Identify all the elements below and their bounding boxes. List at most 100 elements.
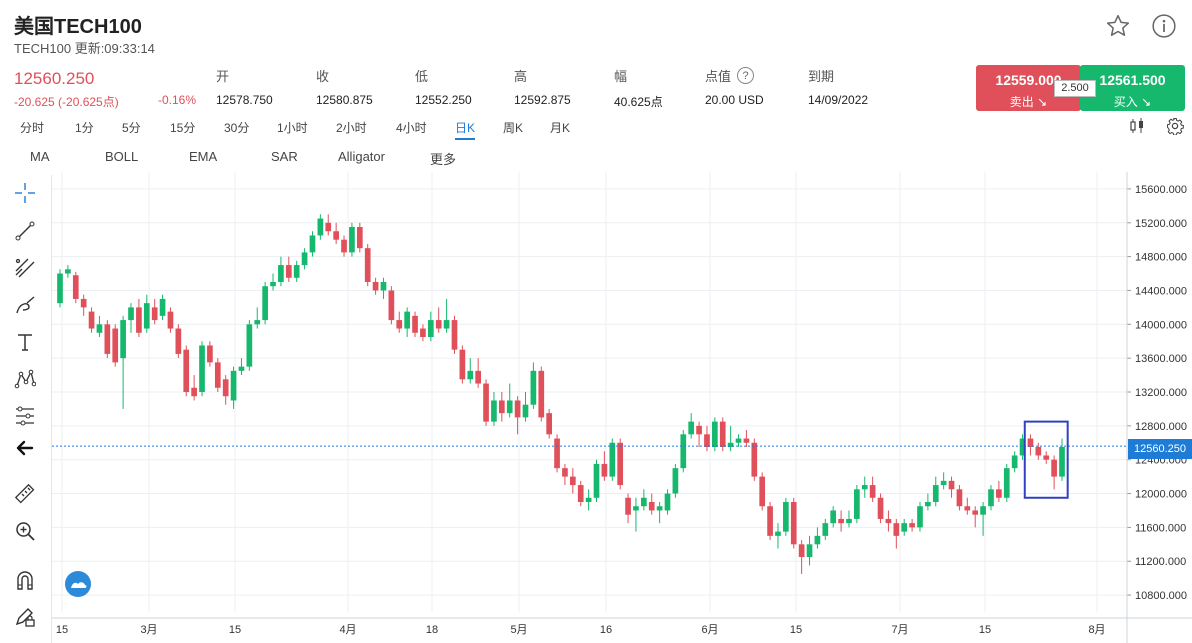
candlestick-chart[interactable]: 15600.000 15200.000 14800.000 14400.000 1400… xyxy=(52,172,1192,643)
y-tick-label: 11200.000 xyxy=(1135,556,1186,568)
tf-4h[interactable]: 4小时 xyxy=(396,121,427,135)
tf-daily[interactable]: 日K xyxy=(455,121,476,140)
candle-body xyxy=(112,328,119,363)
candle-body xyxy=(917,506,923,528)
candle-body xyxy=(317,218,324,236)
watermark-logo-icon xyxy=(65,571,91,597)
candle-body xyxy=(585,497,592,502)
candle-body xyxy=(822,523,829,536)
trend-line-icon[interactable] xyxy=(10,216,40,246)
candle-body xyxy=(65,269,71,274)
candle-type-icon[interactable] xyxy=(1128,117,1146,140)
candle-body xyxy=(388,290,395,321)
candle-body xyxy=(427,320,434,337)
candle-body xyxy=(396,320,403,329)
indicator-boll[interactable]: BOLL xyxy=(105,149,139,164)
x-tick-label: 8月 xyxy=(1088,624,1105,636)
x-tick-label: 18 xyxy=(426,624,438,636)
spread-value: 2.500 xyxy=(1054,80,1096,97)
candle-body xyxy=(214,362,221,388)
y-tick-label: 12800.000 xyxy=(1135,421,1187,433)
x-tick-label: 3月 xyxy=(140,624,157,636)
tf-weekly[interactable]: 周K xyxy=(503,121,524,135)
pattern-icon[interactable] xyxy=(10,364,40,394)
star-icon[interactable] xyxy=(1104,12,1132,40)
candle-body xyxy=(459,349,466,380)
price-change-percent: -0.16% xyxy=(158,93,197,107)
candle-body xyxy=(183,349,190,392)
candle-body xyxy=(972,510,979,515)
chart-canvas[interactable]: 15600.000 15200.000 14800.000 14400.000 1400… xyxy=(52,172,1192,643)
tf-5m[interactable]: 5分 xyxy=(122,121,141,135)
candle-body xyxy=(349,227,355,253)
candle-body xyxy=(301,252,308,266)
help-icon[interactable]: ? xyxy=(737,67,755,84)
candle-body xyxy=(1043,455,1050,460)
crosshair-icon[interactable] xyxy=(10,178,40,208)
ruler-icon[interactable] xyxy=(10,479,40,509)
candle-body xyxy=(909,523,915,528)
candle-body xyxy=(128,307,134,321)
tf-2h[interactable]: 2小时 xyxy=(336,121,367,135)
candle-body xyxy=(925,502,931,507)
candle-body xyxy=(562,468,568,477)
tf-1h[interactable]: 1小时 xyxy=(277,121,308,135)
candle-body xyxy=(806,544,813,557)
candle-body xyxy=(254,320,261,325)
indicator-ma[interactable]: MA xyxy=(30,149,50,164)
candle-body xyxy=(88,311,95,329)
candle-body xyxy=(325,222,332,232)
indicator-sar[interactable]: SAR xyxy=(271,149,298,164)
candle-body xyxy=(893,523,900,536)
stat-low: 低 12552.250 xyxy=(415,69,472,107)
candle-body xyxy=(230,370,237,401)
parallel-channel-icon[interactable] xyxy=(10,253,40,283)
tf-15m[interactable]: 15分 xyxy=(170,121,196,135)
text-icon[interactable] xyxy=(10,327,40,357)
y-tick-label: 12000.000 xyxy=(1135,489,1187,501)
candle-body xyxy=(869,485,876,498)
y-tick-label: 10800.000 xyxy=(1135,590,1187,602)
candle-body xyxy=(238,366,245,371)
candle-body xyxy=(546,413,553,435)
candle-body xyxy=(120,320,126,359)
candle-body xyxy=(514,400,521,418)
candle-body xyxy=(175,328,182,354)
candle-body xyxy=(57,273,63,304)
candle-body xyxy=(1059,447,1065,477)
instrument-header: 美国TECH100 TECH100 更新:09:33:14 xyxy=(0,0,1192,60)
candle-body xyxy=(356,227,363,249)
info-icon[interactable] xyxy=(1150,12,1178,40)
brush-icon[interactable] xyxy=(10,290,40,320)
candle-body xyxy=(530,370,537,405)
candle-body xyxy=(664,493,671,511)
candle-body xyxy=(940,480,947,486)
fib-icon[interactable] xyxy=(10,401,40,431)
zoom-icon[interactable] xyxy=(10,516,40,546)
candle-body xyxy=(404,311,410,329)
drawing-toolbar xyxy=(0,175,52,643)
candle-body xyxy=(948,480,955,490)
candle-body xyxy=(199,345,205,392)
stat-high: 高 12592.875 xyxy=(514,69,571,107)
y-tick-label: 15200.000 xyxy=(1135,218,1187,230)
candle-body xyxy=(680,434,687,469)
lock-pencil-icon[interactable] xyxy=(10,601,40,631)
indicator-ema[interactable]: EMA xyxy=(189,149,218,164)
tf-tick[interactable]: 分时 xyxy=(20,121,45,135)
back-arrow-icon[interactable] xyxy=(10,433,40,463)
candle-body xyxy=(498,400,505,414)
candle-body xyxy=(617,442,624,486)
x-tick-label: 16 xyxy=(600,624,612,636)
tf-monthly[interactable]: 月K xyxy=(550,121,571,135)
buy-button[interactable]: 12561.500 买入 ↘ xyxy=(1080,65,1185,111)
candle-body xyxy=(688,421,695,435)
candle-body xyxy=(262,286,268,321)
tf-30m[interactable]: 30分 xyxy=(224,121,250,135)
tf-1m[interactable]: 1分 xyxy=(75,121,94,135)
candle-body xyxy=(191,387,197,397)
indicator-more[interactable]: 更多 xyxy=(430,152,457,167)
magnet-icon[interactable] xyxy=(10,565,40,595)
settings-icon[interactable] xyxy=(1166,117,1184,140)
indicator-alligator[interactable]: Alligator xyxy=(338,149,385,164)
